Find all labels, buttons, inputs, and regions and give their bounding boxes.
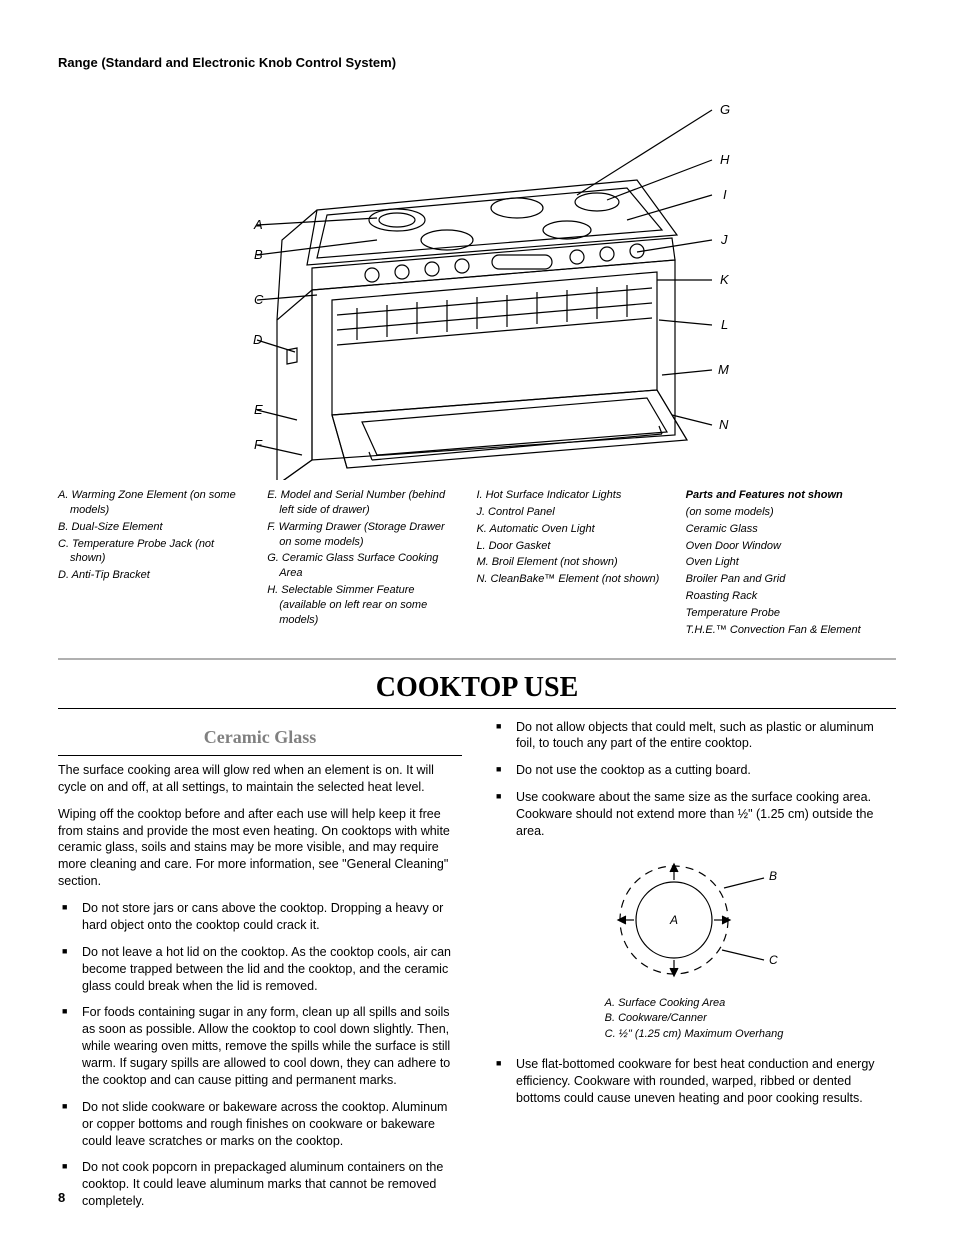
legend-col-2: E. Model and Serial Number (behind left … (267, 488, 458, 640)
legend-item: Ceramic Glass (686, 522, 896, 537)
diagram-legend: A. Warming Zone Element (on some models)… (58, 488, 896, 640)
legend-item: A. Warming Zone Element (on some models) (58, 488, 249, 518)
legend-item: Oven Door Window (686, 539, 896, 554)
legend-item: Roasting Rack (686, 589, 896, 604)
cookware-label-a: A (669, 913, 678, 927)
page-header: Range (Standard and Electronic Knob Cont… (58, 55, 896, 70)
section-divider (58, 658, 896, 660)
callout-h: H (720, 152, 729, 167)
legend-item: T.H.E.™ Convection Fan & Element (686, 623, 896, 638)
list-item: Do not allow objects that could melt, su… (492, 719, 896, 753)
callout-n: N (719, 417, 728, 432)
paragraph: The surface cooking area will glow red w… (58, 762, 462, 796)
list-item: Use cookware about the same size as the … (492, 789, 896, 840)
cookware-svg: A B C (564, 850, 824, 990)
list-item: Do not use the cooktop as a cutting boar… (492, 762, 896, 779)
list-item: Use flat-bottomed cookware for best heat… (492, 1056, 896, 1107)
section-rule (58, 708, 896, 709)
callout-k: K (720, 272, 729, 287)
body-columns: Ceramic Glass The surface cooking area w… (58, 719, 896, 1220)
legend-item: J. Control Panel (476, 505, 667, 520)
legend-item: K. Automatic Oven Light (476, 522, 667, 537)
legend-item: G. Ceramic Glass Surface Cooking Area (267, 551, 458, 581)
right-bullet-list-top: Do not allow objects that could melt, su… (492, 719, 896, 840)
legend-item: L. Door Gasket (476, 539, 667, 554)
paragraph: Wiping off the cooktop before and after … (58, 806, 462, 890)
legend-item: Oven Light (686, 555, 896, 570)
cookware-legend: A. Surface Cooking Area B. Cookware/Cann… (605, 996, 784, 1042)
legend-item: E. Model and Serial Number (behind left … (267, 488, 458, 518)
legend-item: D. Anti-Tip Bracket (58, 568, 249, 583)
callout-b: B (254, 247, 263, 262)
range-diagram: A B C D E F G H I J K L M N (58, 90, 896, 480)
cookware-legend-item: C. ½" (1.25 cm) Maximum Overhang (605, 1027, 784, 1042)
list-item: For foods containing sugar in any form, … (58, 1004, 462, 1088)
subheading: Ceramic Glass (58, 725, 462, 749)
callout-i: I (723, 187, 727, 202)
left-column: Ceramic Glass The surface cooking area w… (58, 719, 462, 1220)
legend-col-3: I. Hot Surface Indicator Lights J. Contr… (476, 488, 667, 640)
legend-item: N. CleanBake™ Element (not shown) (476, 572, 667, 587)
callout-c: C (254, 292, 263, 307)
callout-f: F (254, 437, 262, 452)
legend-item: I. Hot Surface Indicator Lights (476, 488, 667, 503)
left-bullet-list: Do not store jars or cans above the cook… (58, 900, 462, 1210)
legend-item: F. Warming Drawer (Storage Drawer on som… (267, 520, 458, 550)
callout-g: G (720, 102, 730, 117)
section-title: COOKTOP USE (58, 672, 896, 704)
legend-not-shown-title: Parts and Features not shown (686, 488, 896, 503)
list-item: Do not leave a hot lid on the cooktop. A… (58, 944, 462, 995)
right-column: Do not allow objects that could melt, su… (492, 719, 896, 1220)
legend-col-4: Parts and Features not shown (on some mo… (686, 488, 896, 640)
cookware-legend-item: A. Surface Cooking Area (605, 996, 784, 1011)
legend-item: H. Selectable Simmer Feature (available … (267, 583, 458, 628)
cookware-diagram: A B C A. Surface Cooking Area B. Cookwar… (492, 850, 896, 1042)
range-svg (217, 90, 737, 480)
callout-e: E (254, 402, 263, 417)
legend-item: Broiler Pan and Grid (686, 572, 896, 587)
page-number: 8 (58, 1190, 65, 1205)
callout-l: L (721, 317, 728, 332)
legend-item: Temperature Probe (686, 606, 896, 621)
legend-item: M. Broil Element (not shown) (476, 555, 667, 570)
legend-col-1: A. Warming Zone Element (on some models)… (58, 488, 249, 640)
legend-item: (on some models) (686, 505, 896, 520)
subheading-rule (58, 755, 462, 756)
callout-d: D (253, 332, 262, 347)
callout-m: M (718, 362, 729, 377)
list-item: Do not cook popcorn in prepackaged alumi… (58, 1159, 462, 1210)
legend-item: C. Temperature Probe Jack (not shown) (58, 537, 249, 567)
cookware-legend-item: B. Cookware/Canner (605, 1011, 784, 1026)
callout-j: J (721, 232, 728, 247)
list-item: Do not slide cookware or bakeware across… (58, 1099, 462, 1150)
legend-item: B. Dual-Size Element (58, 520, 249, 535)
right-bullet-list-bottom: Use flat-bottomed cookware for best heat… (492, 1056, 896, 1107)
cookware-label-c: C (769, 953, 778, 967)
list-item: Do not store jars or cans above the cook… (58, 900, 462, 934)
cookware-label-b: B (769, 869, 777, 883)
callout-a: A (254, 217, 263, 232)
